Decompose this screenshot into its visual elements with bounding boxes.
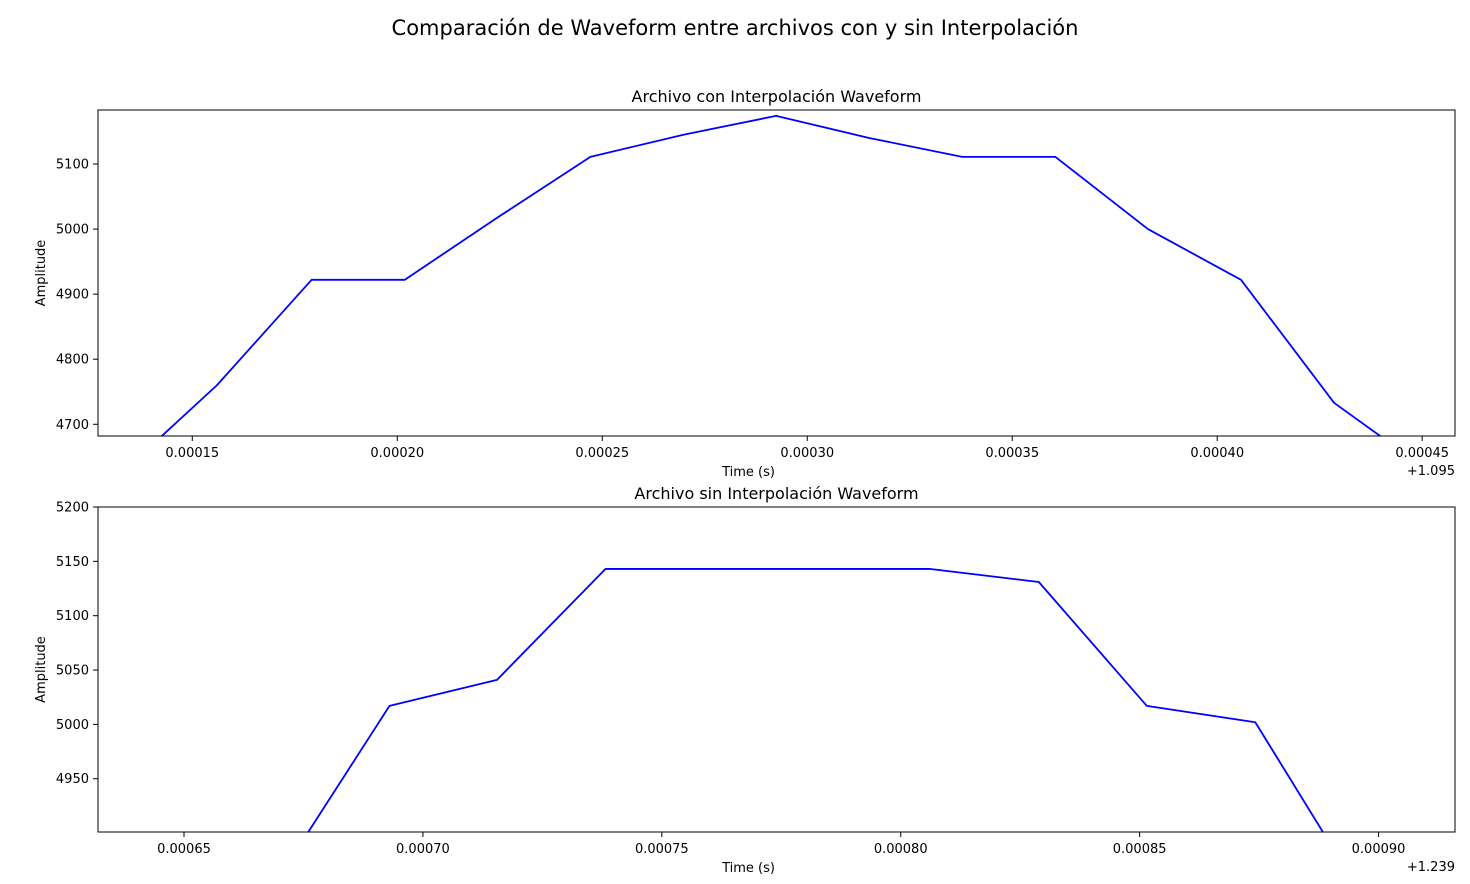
x-tick-label: 0.00035 — [985, 446, 1039, 461]
x-tick-label: 0.00025 — [575, 446, 629, 461]
y-tick-label: 5100 — [56, 609, 89, 624]
x-tick-label: 0.00045 — [1395, 446, 1449, 461]
x-tick-label: 0.00070 — [396, 842, 450, 857]
series-line-1 — [307, 568, 1324, 832]
y-tick-label: 5150 — [56, 555, 89, 570]
y-tick-label: 5200 — [56, 501, 89, 516]
chart-title: Archivo sin Interpolación Waveform — [634, 484, 918, 503]
x-axis-label: Time (s) — [721, 465, 775, 480]
x-tick-label: 0.00085 — [1113, 842, 1167, 857]
x-tick-label: 0.00065 — [157, 842, 211, 857]
y-tick-label: 4950 — [56, 772, 89, 787]
x-tick-label: 0.00030 — [780, 446, 834, 461]
y-tick-label: 4900 — [56, 288, 89, 303]
chart-with-interpolation: 0.00015 0.00020 0.00025 0.00030 0.00035 0.000… — [34, 87, 1456, 480]
y-tick-label: 4800 — [56, 353, 89, 368]
x-tick-label: 0.00020 — [370, 446, 424, 461]
series-line-1 — [160, 114, 1382, 436]
y-tick-label: 5050 — [56, 664, 89, 679]
x-axis-label: Time (s) — [721, 861, 775, 876]
y-tick-label: 5000 — [56, 223, 89, 238]
axes-frame — [97, 109, 1456, 437]
y-tick-label: 5100 — [56, 158, 89, 173]
chart-title: Archivo con Interpolación Waveform — [632, 87, 922, 106]
x-tick-label: 0.00040 — [1190, 446, 1244, 461]
x-offset-label: +1.095 — [1407, 464, 1455, 479]
chart-without-interpolation: 0.00065 0.00070 0.00075 0.00080 0.00085 0.000… — [34, 484, 1456, 876]
x-tick-label: 0.00015 — [165, 446, 219, 461]
y-axis-label: Amplitude — [34, 636, 49, 703]
x-tick-label: 0.00075 — [635, 842, 689, 857]
axes-frame — [97, 506, 1456, 833]
y-tick-label: 4700 — [56, 418, 89, 433]
x-tick-label: 0.00080 — [874, 842, 928, 857]
x-tick-label: 0.00090 — [1352, 842, 1406, 857]
y-axis-label: Amplitude — [34, 240, 49, 307]
y-tick-label: 5000 — [56, 718, 89, 733]
x-offset-label: +1.239 — [1407, 860, 1455, 875]
figure-suptitle: Comparación de Waveform entre archivos c… — [392, 16, 1079, 40]
